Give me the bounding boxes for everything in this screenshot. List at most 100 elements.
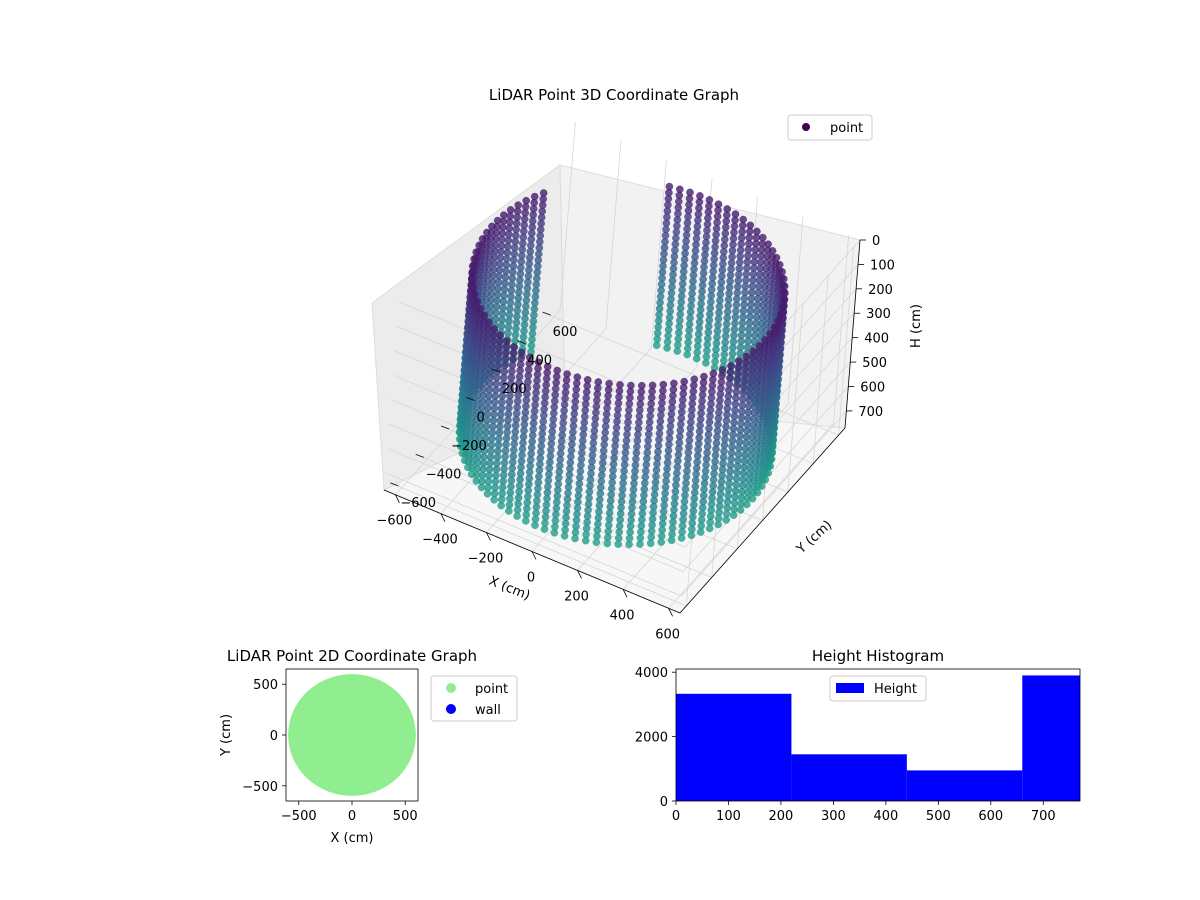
point-3d	[700, 372, 708, 381]
legend-2d-point-marker	[446, 683, 456, 693]
point-3d	[758, 233, 767, 242]
point-3d	[485, 318, 493, 327]
point-3d	[605, 379, 613, 388]
y-tick-label: 600	[553, 325, 578, 340]
point-3d	[472, 248, 481, 257]
y-tick	[440, 425, 450, 430]
x-tick-label: 600	[655, 627, 680, 642]
legend-3d-box	[787, 114, 873, 141]
point-3d	[735, 357, 743, 366]
point-3d	[517, 348, 526, 357]
plot-2d-x-tick-label: 500	[393, 809, 418, 824]
point-3d	[468, 262, 477, 270]
point-3d	[764, 240, 772, 249]
point-3d	[583, 375, 592, 384]
legend-hist-label: Height	[874, 682, 917, 697]
point-3d	[761, 336, 769, 344]
histogram-x-tick-label: 100	[716, 809, 741, 824]
point-3d	[473, 297, 482, 306]
plot-2d: LiDAR Point 2D Coordinate Graph −500 0 500…	[219, 647, 518, 846]
z-tick-label: 400	[864, 332, 889, 347]
point-3d	[543, 362, 552, 371]
point-3d	[709, 369, 718, 378]
point-3d	[772, 253, 781, 262]
histogram-y-tick-label: 0	[660, 795, 668, 810]
grid-line-x	[622, 216, 804, 590]
point-3d	[690, 375, 699, 384]
point-3d	[779, 303, 787, 312]
point-3d	[506, 206, 515, 214]
point-3d	[753, 227, 761, 236]
plot-2d-area	[288, 674, 416, 796]
point-3d	[779, 275, 788, 283]
point-3d	[742, 352, 751, 361]
x-tick	[531, 551, 537, 560]
z-tick-label: 600	[860, 380, 885, 395]
legend-hist-swatch	[836, 683, 864, 693]
z-tick-label: 200	[868, 283, 893, 298]
point-3d	[475, 241, 483, 250]
z-axis-line	[844, 239, 861, 429]
histogram-x-tick-label: 500	[926, 809, 951, 824]
point-3d	[766, 330, 774, 338]
point-3d	[776, 310, 785, 319]
plot-2d-xlabel: X (cm)	[331, 831, 374, 846]
point-3d	[510, 343, 518, 351]
histogram-bars	[676, 675, 1080, 801]
x-tick	[577, 570, 582, 579]
point-3d	[675, 185, 684, 194]
y-tick	[466, 397, 475, 401]
point-3d	[781, 289, 789, 298]
plot-3d-title: LiDAR Point 3D Coordinate Graph	[489, 86, 739, 104]
point-3d	[499, 211, 508, 219]
point-3d	[488, 222, 496, 231]
point-3d	[490, 324, 499, 333]
x-tick-label: −200	[468, 552, 504, 567]
legend-2d-point-label: point	[475, 682, 508, 697]
point-3d	[778, 267, 786, 276]
plot-2d-y-tick-label: −500	[242, 780, 278, 795]
point-3d	[731, 210, 740, 218]
point-3d	[749, 347, 758, 356]
legend-3d-marker	[802, 123, 810, 131]
z-tick-label: 100	[870, 258, 895, 273]
legend-2d-wall-marker	[446, 704, 456, 714]
x-tick-label: 200	[564, 589, 589, 604]
point-3d	[768, 247, 777, 255]
x-tick	[668, 608, 673, 617]
x-tick-label: 0	[527, 571, 535, 586]
grid-line-x	[395, 121, 576, 495]
x-tick	[622, 589, 628, 598]
plot-2d-ylabel: Y (cm)	[219, 714, 234, 757]
histogram-x-tick-label: 0	[672, 809, 680, 824]
histogram-y-tick-label: 2000	[635, 731, 668, 746]
point-2d-disc	[288, 674, 416, 796]
y-tick	[390, 482, 399, 487]
y-axis-line	[679, 427, 846, 614]
histogram-x-tick-label: 600	[978, 809, 1003, 824]
z-tick-label: 0	[872, 234, 880, 249]
legend-hist: Height	[829, 675, 927, 702]
point-3d	[718, 365, 727, 374]
point-3d	[659, 380, 668, 389]
x-tick-label: −400	[422, 533, 458, 548]
y-tick	[491, 368, 501, 373]
point-3d	[502, 337, 511, 345]
histogram-bar	[791, 754, 907, 801]
y-tick	[415, 454, 424, 458]
histogram-bar	[906, 770, 1023, 801]
histogram-x-tick-label: 700	[1031, 809, 1056, 824]
point-3d	[680, 377, 689, 386]
point-3d	[665, 182, 674, 191]
histogram-x-tick-label: 300	[821, 809, 846, 824]
point-3d	[525, 353, 534, 362]
legend-2d: point wall	[430, 675, 518, 722]
point-3d	[775, 260, 784, 269]
legend-2d-wall-label: wall	[475, 703, 501, 718]
point-3d	[483, 228, 491, 237]
point-3d	[496, 331, 505, 339]
point-3d	[723, 205, 732, 213]
grid-line-z	[385, 410, 847, 597]
y-tick	[517, 340, 526, 344]
legend-3d: point	[787, 114, 873, 141]
